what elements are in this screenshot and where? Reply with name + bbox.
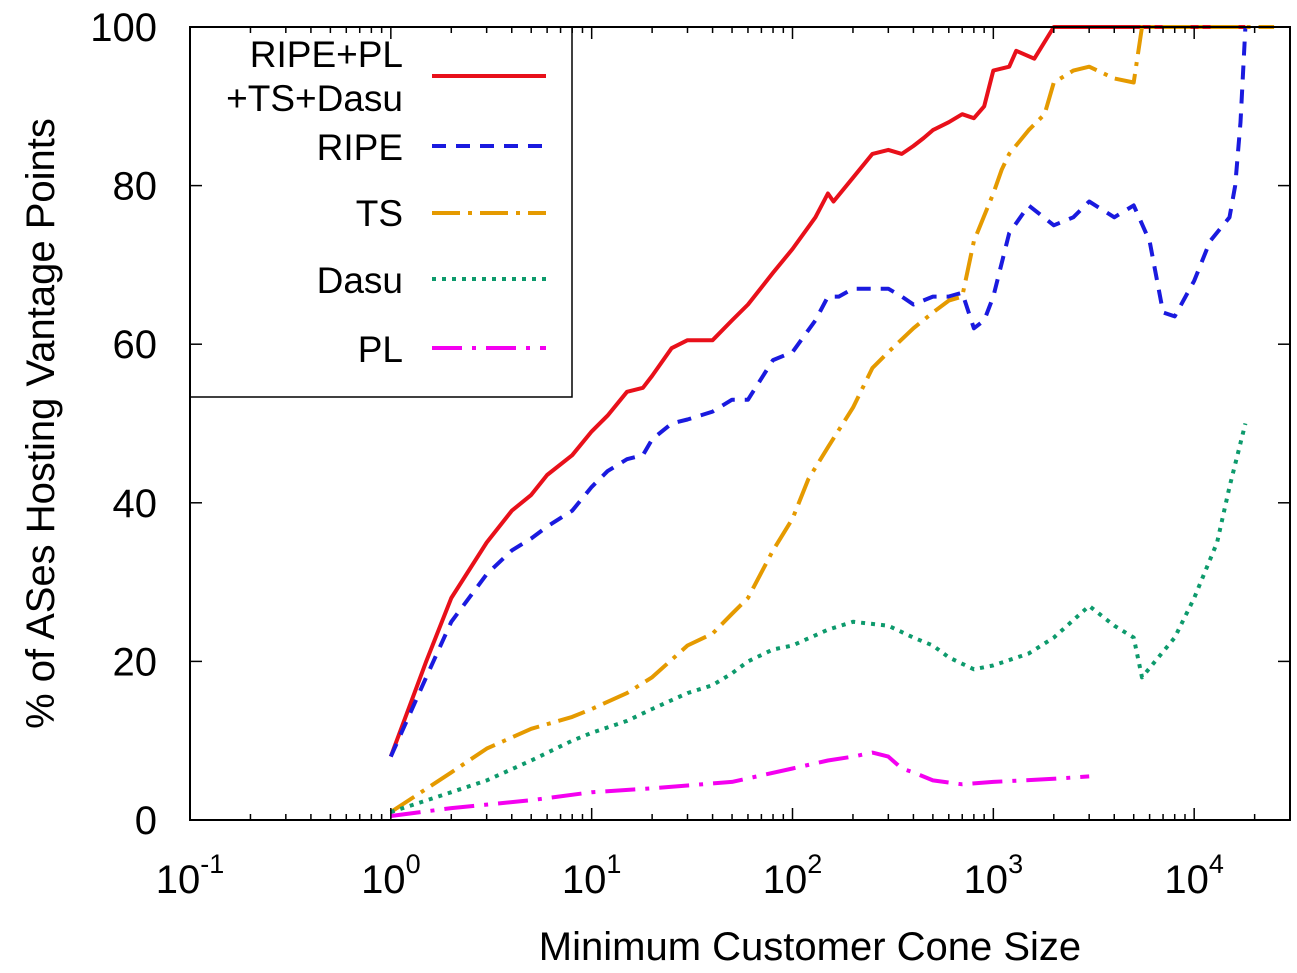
x-tick-label-3: 102	[763, 849, 823, 902]
x-tick-base: 10	[763, 858, 808, 902]
y-tick-label-3: 60	[113, 323, 158, 367]
legend-label-4: PL	[358, 329, 403, 370]
x-tick-base: 10	[964, 858, 1009, 902]
x-tick-label-1: 100	[361, 849, 421, 902]
plot-frame	[189, 26, 1291, 821]
x-tick-exponent: 2	[807, 849, 822, 879]
legend-label-3: Dasu	[317, 260, 403, 301]
series-line-1	[388, 26, 1248, 758]
legend-label-line: +TS+Dasu	[226, 78, 403, 119]
x-tick-label-4: 103	[964, 849, 1024, 902]
plot-layer	[388, 25, 1275, 818]
x-axis-title: Minimum Customer Cone Size	[539, 925, 1081, 969]
x-tick-exponent: 4	[1209, 849, 1224, 879]
x-tick-label-5: 104	[1164, 849, 1224, 902]
legend-label-line: RIPE+PL	[250, 34, 403, 75]
x-tick-base: 10	[156, 858, 201, 902]
y-tick-label-0: 0	[135, 799, 157, 843]
y-tick-label-5: 100	[90, 6, 157, 50]
y-tick-label-2: 40	[113, 482, 158, 526]
x-tick-label-0: 10-1	[156, 849, 225, 902]
legend: RIPE+PL +TS+Dasu RIPE TS Dasu PL	[189, 26, 573, 398]
y-tick-label-4: 80	[113, 165, 158, 209]
x-tick-base: 10	[361, 858, 406, 902]
x-tick-label-2: 101	[562, 849, 622, 902]
legend-box	[189, 26, 573, 398]
x-tick-exponent: -1	[200, 849, 224, 879]
y-axis-title: % of ASes Hosting Vantage Points	[19, 118, 63, 729]
legend-label-2: TS	[356, 193, 403, 234]
x-tick-exponent: 1	[606, 849, 621, 879]
legend-label-1: RIPE	[317, 127, 403, 168]
y-tick-label-1: 20	[113, 640, 158, 684]
series-line-0	[388, 25, 1246, 758]
x-tick-base: 10	[562, 858, 607, 902]
series-line-2	[389, 25, 1275, 814]
x-tick-exponent: 0	[406, 849, 421, 879]
legend-label-0: RIPE+PL +TS+Dasu	[226, 34, 403, 119]
x-tick-base: 10	[1164, 858, 1209, 902]
x-tick-exponent: 3	[1008, 849, 1023, 879]
